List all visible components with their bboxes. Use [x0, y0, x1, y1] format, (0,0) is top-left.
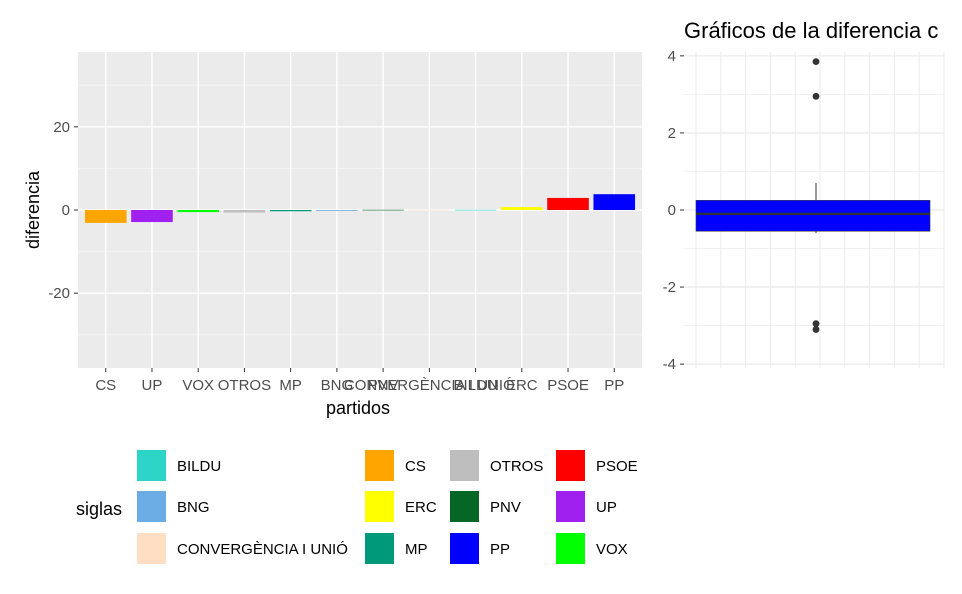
bar-mp: [269, 210, 312, 212]
box-y-tick-label: 4: [668, 48, 676, 65]
bar-pp: [593, 194, 636, 210]
legend-swatch-pnv: [450, 491, 479, 522]
bar-x-tick-label: MP: [279, 377, 302, 394]
box-outlier-point: [812, 320, 820, 328]
bar-x-tick-label: BILDU: [453, 377, 497, 394]
bar-x-tick-label: VOX: [182, 377, 214, 394]
bar-x-tick-label: ERC: [506, 377, 538, 394]
legend-swatch-vox: [556, 533, 585, 564]
box-outlier-point: [812, 326, 820, 333]
bar-up: [131, 210, 173, 223]
bar-y-tick-labels: -20 0 20: [48, 119, 78, 302]
bar-chart: -20 0 20 CS UP VOX OTROS MP BNG PNVCONVERGÈNCIA …: [23, 52, 642, 418]
x-axis-title: partidos: [326, 398, 390, 418]
legend-swatch-otros: [450, 450, 479, 481]
box-y-tick-label: -2: [663, 279, 676, 296]
bar-x-tick-label: CONVERGÈNCIA I UNIÓ: [344, 377, 515, 394]
legend-swatch-pp: [450, 533, 479, 564]
bar-x-tick-label: CS: [95, 377, 116, 394]
legend-label: UP: [596, 499, 617, 516]
legend-label: VOX: [596, 541, 628, 558]
legend-items: BILDU BNG CONVERGÈNCIA I UNIÓ CS ERC MP OTROS P…: [137, 450, 638, 564]
legend-swatch-cs: [365, 450, 394, 481]
bar-x-tick-label: PNV: [368, 377, 399, 394]
legend-label: OTROS: [490, 458, 543, 475]
box-plot: Gráficos de la diferencia c -4 -2 0 2 4: [663, 18, 945, 373]
legend-label: BNG: [177, 499, 210, 516]
box-marks: [695, 58, 931, 333]
box-plot-title: Gráficos de la diferencia c: [684, 18, 938, 43]
legend: siglas BILDU BNG CONVERGÈNCIA I UNIÓ CS ERC M…: [76, 450, 638, 564]
box-y-tick-labels: -4 -2 0 2 4: [663, 48, 684, 373]
box-outlier-point: [812, 58, 820, 66]
legend-swatch-mp: [365, 533, 394, 564]
legend-swatch-erc: [365, 491, 394, 522]
y-axis-title: diferencia: [23, 170, 43, 249]
bar-bng: [316, 210, 358, 211]
legend-label: CONVERGÈNCIA I UNIÓ: [177, 541, 348, 558]
bar-pnv: [362, 209, 404, 211]
bar-y-tick-label: 20: [53, 119, 70, 136]
legend-label: PNV: [490, 499, 521, 516]
bar-converg-ncia-i-uni-: [408, 209, 451, 211]
bar-x-tick-label: PP: [604, 377, 624, 394]
box-iqr: [695, 200, 931, 232]
legend-label: ERC: [405, 499, 437, 516]
legend-swatch-up: [556, 491, 585, 522]
bar-x-tick-label: UP: [142, 377, 163, 394]
legend-swatch-converg-ncia-i-uni-: [137, 533, 166, 564]
bar-bildu: [454, 209, 497, 211]
bar-x-tick-label: OTROS: [218, 377, 271, 394]
box-y-tick-label: -4: [663, 356, 676, 373]
bar-marks: [84, 194, 636, 223]
bar-cs: [84, 210, 127, 223]
box-y-tick-label: 2: [668, 125, 676, 142]
legend-label: MP: [405, 541, 428, 558]
bar-psoe: [547, 197, 589, 210]
box-outlier-point: [812, 92, 820, 100]
bar-y-tick-label: 0: [62, 202, 70, 219]
legend-swatch-psoe: [556, 450, 585, 481]
bar-y-tick-label: -20: [48, 285, 70, 302]
legend-label: PSOE: [596, 458, 638, 475]
legend-swatch-bng: [137, 491, 166, 522]
legend-title: siglas: [76, 499, 122, 519]
bar-erc: [501, 207, 543, 210]
bar-x-tick-label: BNG: [321, 377, 354, 394]
legend-swatch-bildu: [137, 450, 166, 481]
bar-otros: [223, 210, 266, 213]
legend-label: BILDU: [177, 458, 221, 475]
box-y-tick-label: 0: [668, 202, 676, 219]
legend-label: CS: [405, 458, 426, 475]
bar-vox: [177, 210, 219, 213]
legend-label: PP: [490, 541, 510, 558]
bar-x-tick-label: PSOE: [547, 377, 589, 394]
